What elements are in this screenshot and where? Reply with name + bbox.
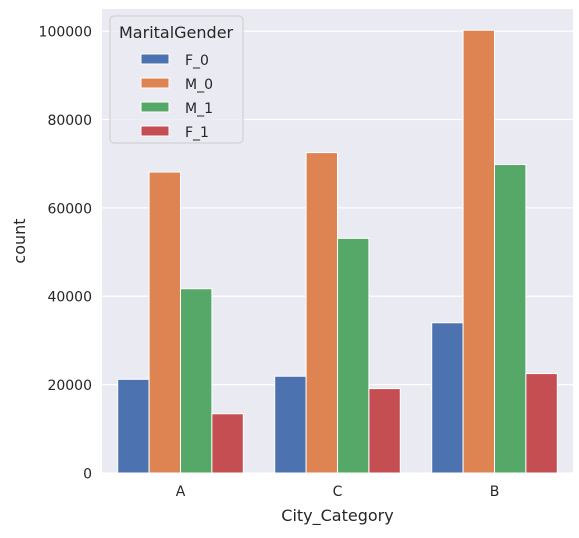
y-axis-ticks: 0 20000 40000 60000 80000 100000 [39,25,92,483]
bar-F_0-C [274,375,307,474]
bar-M_1-A [180,288,213,474]
y-tick-label: 60000 [47,201,92,217]
bar-F_0-B [431,322,464,474]
legend-item: F_0 [140,53,209,69]
bar-M_1-B [494,164,527,474]
legend-label: M_1 [185,101,213,117]
legend-title: MaritalGender [119,23,234,42]
legend-swatch [140,125,170,137]
legend-item: M_0 [140,77,213,93]
bar-M_0-A [148,171,182,474]
legend-swatch [140,101,170,113]
x-tick-label: A [176,484,186,500]
bar-F_1-C [368,388,401,474]
bar-M_0-C [305,152,339,474]
y-axis-label: count [10,218,29,263]
x-tick-label: B [490,484,500,500]
legend-label: F_0 [185,53,209,69]
bar-F_0-A [117,378,150,474]
bar-M_1-C [337,237,370,474]
bar-F_1-B [525,373,558,474]
bar-F_1-A [211,413,244,474]
legend-swatch [140,77,170,89]
legend: MaritalGender F_0 M_0 M_1 F_1 [109,15,244,144]
legend-item: F_1 [140,125,209,141]
y-tick-label: 40000 [47,290,92,306]
bar-M_0-B [462,29,496,474]
x-axis-label: City_Category [281,506,393,526]
legend-label: M_0 [185,77,213,93]
y-tick-label: 0 [83,467,92,483]
y-tick-label: 20000 [47,378,92,394]
legend-entries: F_0 M_0 M_1 F_1 [140,53,213,141]
legend-swatch [140,53,170,65]
legend-item: M_1 [140,101,213,117]
y-tick-label: 100000 [39,25,92,41]
x-tick-label: C [333,484,343,500]
bars [117,29,558,474]
legend-label: F_1 [185,125,209,141]
y-tick-label: 80000 [47,113,92,129]
